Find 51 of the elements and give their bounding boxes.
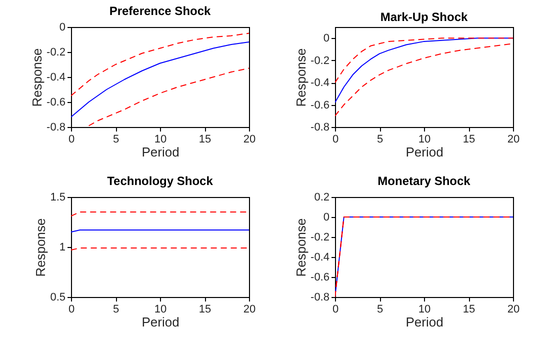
x-tick-label: 5 [112,134,120,146]
chart-title: Mark-Up Shock [380,10,468,24]
x-tick-label: 20 [507,134,520,146]
y-tick-label: -0.4 [310,252,330,264]
y-tick-label: 0 [323,212,330,224]
y-tick-label: -0.6 [46,96,66,108]
x-tick-label: 5 [376,134,384,146]
x-tick-label: 15 [462,134,476,146]
x-axis-title: Period [142,144,180,160]
y-tick-label: -0.6 [310,99,330,112]
y-axis-title: Response [294,218,309,277]
chart-title: Monetary Shock [378,174,471,188]
y-axis-title: Response [30,48,45,107]
y-tick-label: 1.5 [50,192,66,204]
x-tick-label: 10 [154,134,167,146]
y-tick-label: 0 [59,22,66,34]
y-tick-label: -0.4 [310,77,330,90]
chart-title: Preference Shock [109,4,212,18]
y-axis-title: Response [294,48,309,107]
y-tick-label: 0 [323,32,330,45]
y-tick-label: -0.6 [310,272,330,284]
x-tick-label: 10 [154,304,167,316]
y-axis-title: Response [33,218,48,277]
y-tick-label: -0.4 [46,72,66,84]
y-tick-label: -0.8 [310,122,330,134]
y-tick-label: -0.8 [46,122,66,134]
x-tick-label: 5 [376,304,384,316]
x-axis-title: Period [406,144,444,160]
y-tick-label: 0.2 [314,192,330,204]
x-tick-label: 5 [112,304,120,316]
x-tick-label: 20 [507,304,520,316]
x-tick-label: 0 [332,304,339,316]
y-tick-label: -0.2 [310,54,330,67]
y-tick-label: -0.2 [46,46,66,58]
x-tick-label: 15 [198,304,212,316]
x-tick-label: 15 [462,304,476,316]
x-tick-label: 0 [332,134,339,146]
x-tick-label: 10 [418,304,431,316]
x-tick-label: 20 [243,304,256,316]
y-tick-label: -0.2 [310,232,330,244]
x-axis-title: Period [142,314,180,330]
x-tick-label: 20 [243,134,256,146]
x-tick-label: 10 [418,134,431,146]
y-tick-label: 1 [59,242,66,254]
x-tick-label: 0 [68,304,75,316]
x-tick-label: 0 [68,134,75,146]
x-axis-title: Period [406,314,444,330]
y-tick-label: -0.8 [310,292,330,304]
x-tick-label: 15 [198,134,212,146]
y-tick-label: 0.5 [50,292,66,304]
chart-title: Technology Shock [107,174,214,188]
